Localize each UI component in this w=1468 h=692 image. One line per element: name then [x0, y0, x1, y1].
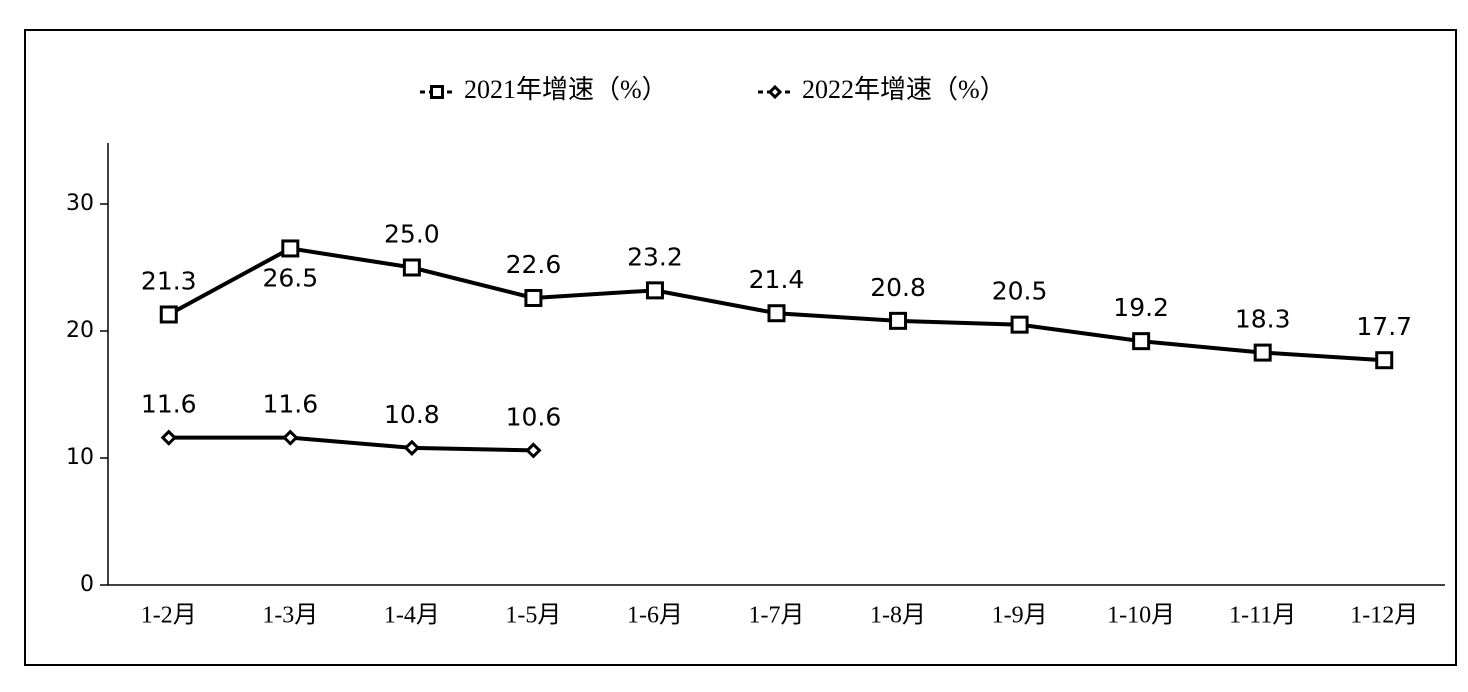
x-tick-label: 1-4月 — [384, 603, 440, 629]
data-label: 21.4 — [749, 265, 805, 294]
x-tick-label: 1-3月 — [262, 603, 318, 629]
marker — [767, 304, 786, 323]
marker — [767, 84, 783, 100]
legend-label: 2021年增速（%） — [464, 75, 668, 104]
marker — [889, 311, 908, 330]
x-tick-label: 1-9月 — [992, 603, 1048, 629]
y-tick-label: 10 — [66, 445, 94, 470]
data-label: 18.3 — [1235, 305, 1291, 334]
data-label: 23.2 — [627, 242, 683, 271]
data-label: 11.6 — [262, 390, 318, 419]
x-tick-label: 1-2月 — [141, 603, 197, 629]
series-line — [168, 435, 534, 453]
data-label: 22.6 — [506, 250, 562, 279]
x-tick-label: 1-8月 — [870, 603, 926, 629]
data-label: 10.6 — [506, 402, 562, 431]
marker — [282, 429, 299, 446]
data-label: 25.0 — [384, 220, 440, 249]
marker — [524, 288, 543, 307]
marker — [1253, 343, 1272, 362]
x-tick-label: 1-11月 — [1229, 603, 1296, 629]
marker — [430, 85, 444, 99]
y-tick-label: 20 — [66, 318, 94, 343]
marker — [1375, 351, 1394, 370]
marker — [525, 442, 542, 459]
data-label: 26.5 — [262, 263, 318, 292]
marker — [1010, 315, 1029, 334]
x-tick-label: 1-12月 — [1350, 603, 1418, 629]
y-tick-label: 30 — [66, 191, 94, 216]
x-tick-label: 1-7月 — [749, 603, 805, 629]
data-label: 21.3 — [141, 266, 197, 295]
x-tick-label: 1-10月 — [1107, 603, 1175, 629]
marker — [402, 258, 421, 277]
marker — [160, 429, 177, 446]
chart-border — [24, 29, 1457, 666]
marker — [159, 305, 178, 324]
marker — [645, 281, 664, 300]
marker — [403, 439, 420, 456]
y-tick-label: 0 — [80, 572, 94, 597]
marker — [1132, 332, 1151, 351]
data-label: 19.2 — [1113, 293, 1169, 322]
data-label: 20.8 — [870, 273, 926, 302]
x-tick-label: 1-6月 — [627, 603, 683, 629]
x-tick-label: 1-5月 — [505, 603, 561, 629]
data-label: 17.7 — [1356, 312, 1412, 341]
data-label: 11.6 — [141, 390, 197, 419]
data-label: 10.8 — [384, 400, 440, 429]
data-label: 20.5 — [992, 277, 1048, 306]
marker — [281, 239, 300, 258]
legend-label: 2022年增速（%） — [802, 75, 1006, 104]
